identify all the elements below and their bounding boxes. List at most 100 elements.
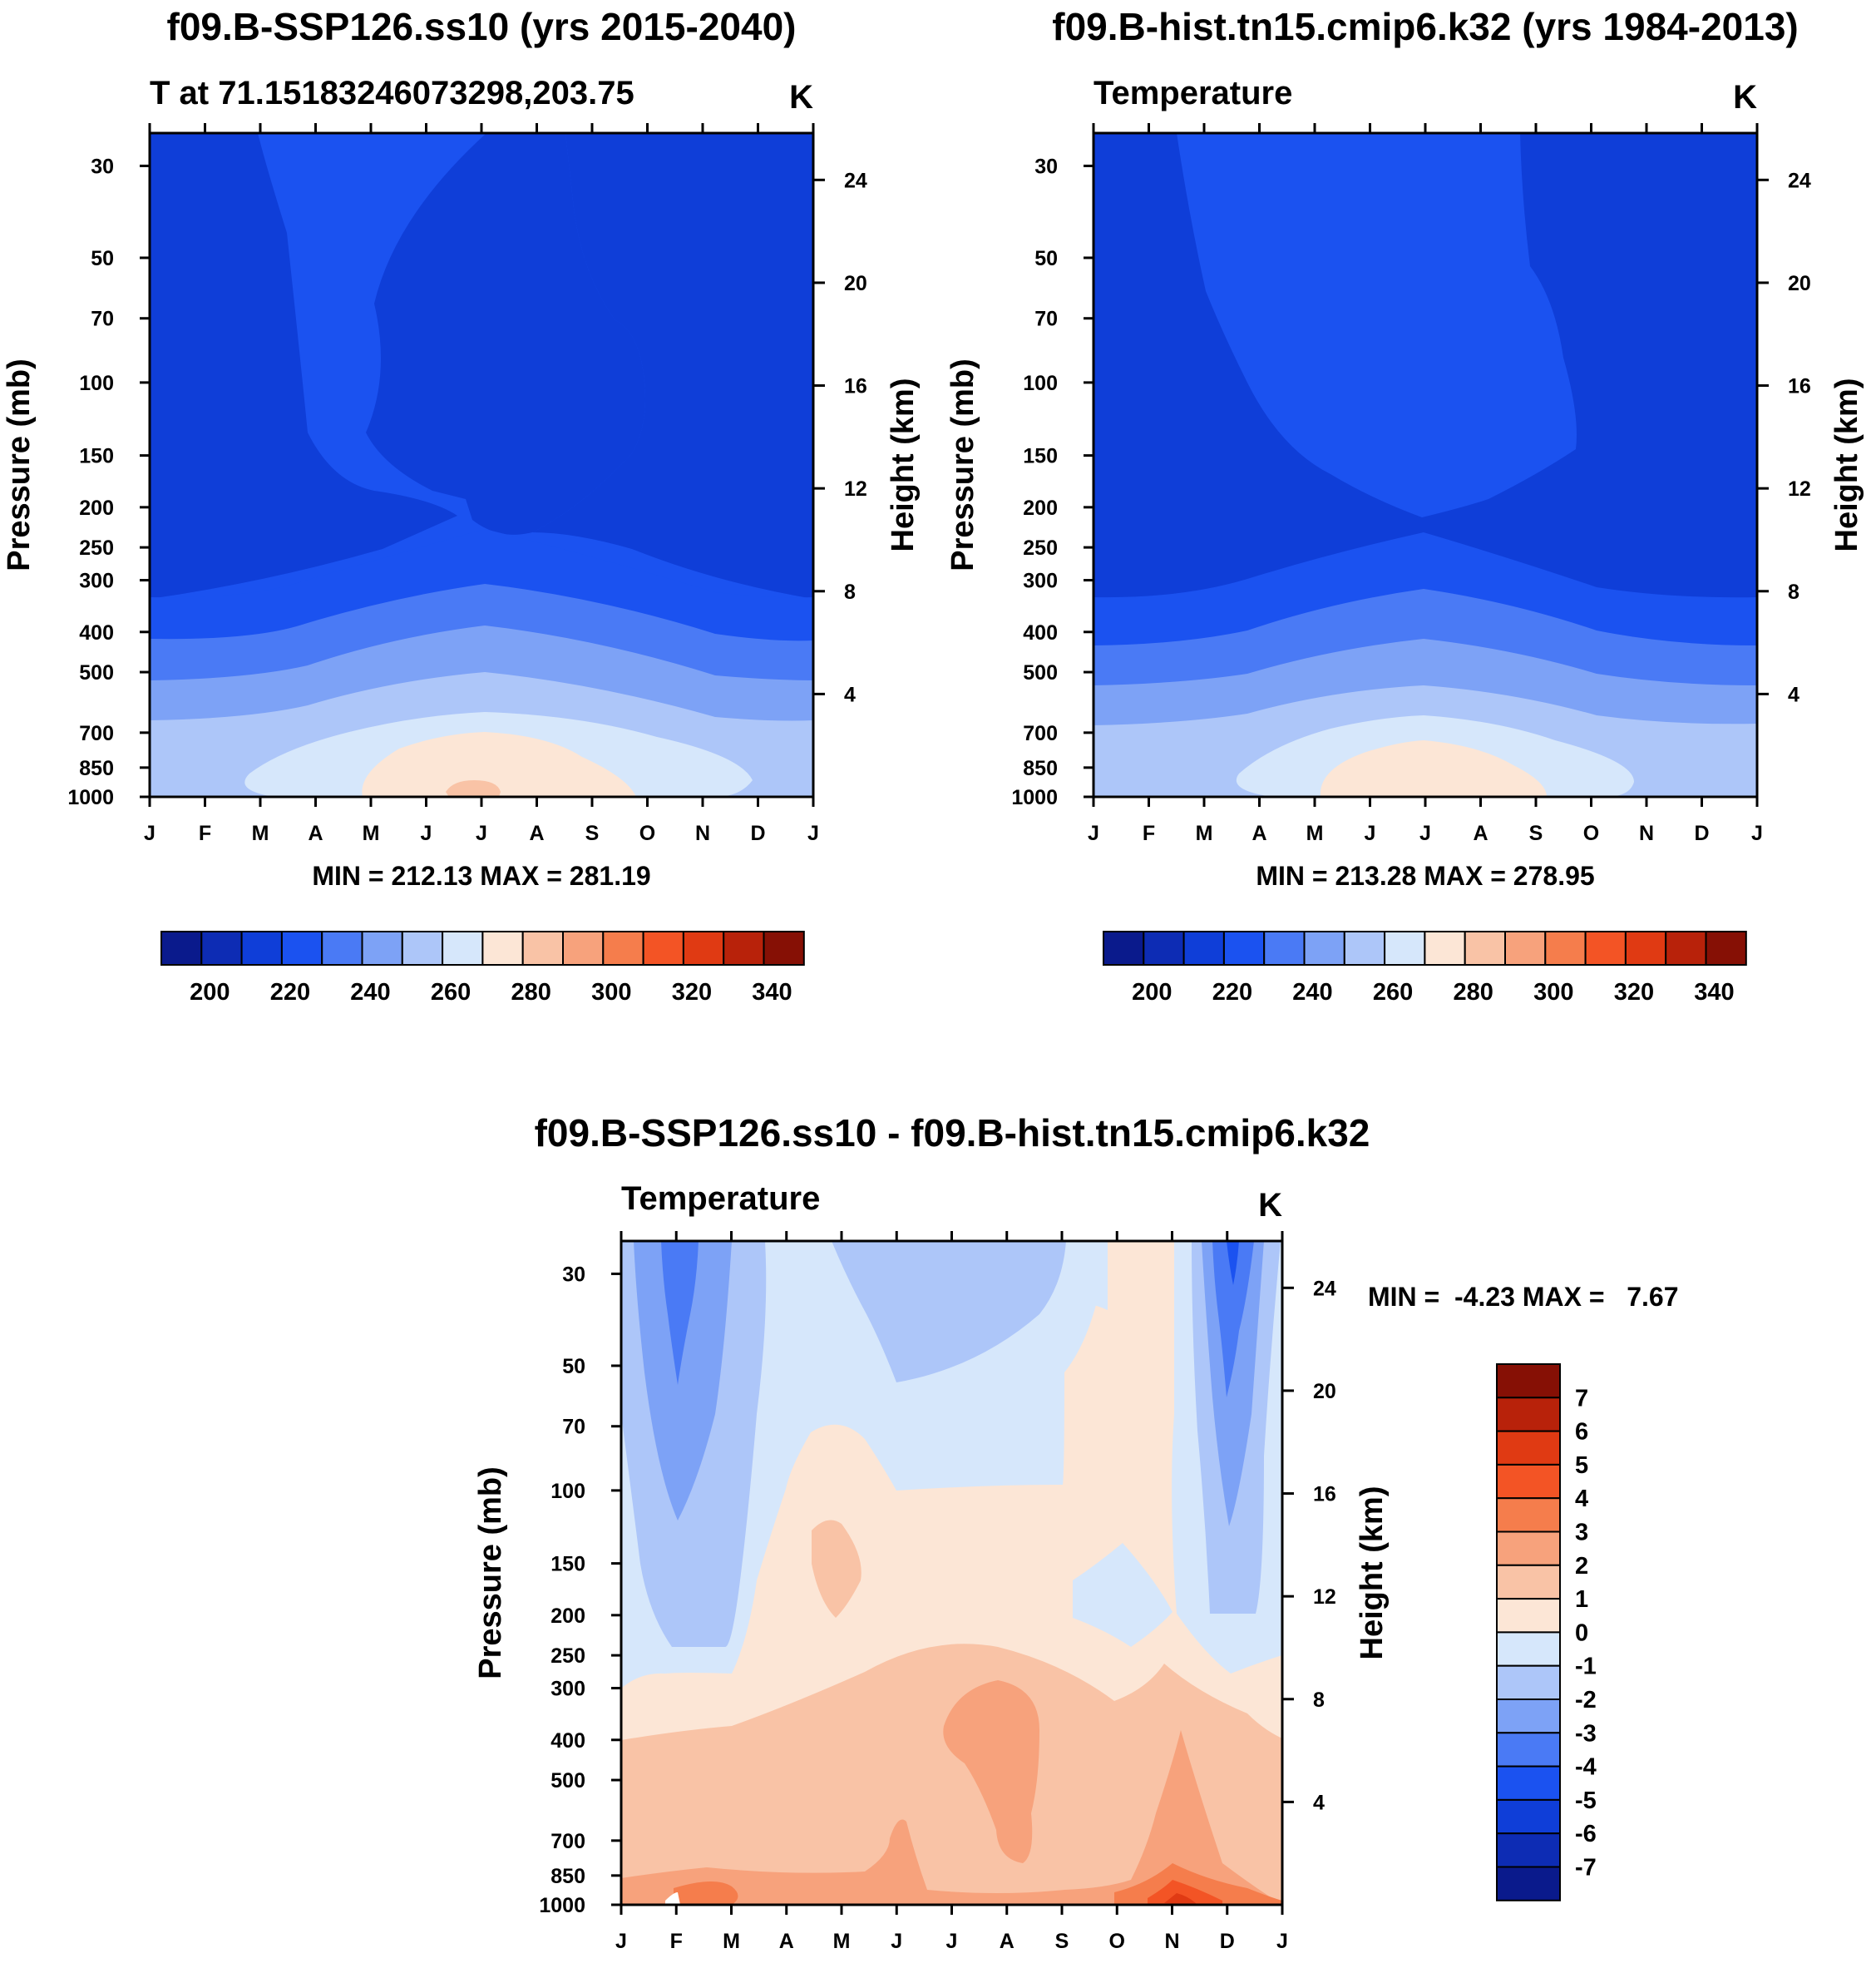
colorbar-swatch: [200, 931, 243, 966]
pressure-tick-label: 700: [550, 1830, 585, 1853]
height-tick-label: 20: [1313, 1380, 1336, 1403]
pressure-tick-label: 250: [550, 1644, 585, 1668]
month-tick-label: M: [1306, 822, 1324, 845]
pressure-tick-label: 150: [550, 1553, 585, 1576]
band-neg1-0-mid: [1073, 1543, 1172, 1647]
pressure-tick-label: 850: [1023, 757, 1058, 780]
colorbar-swatch: [1222, 931, 1266, 966]
month-tick-label: O: [1583, 822, 1599, 845]
colorbar-swatch: [1544, 931, 1587, 966]
contour-fill: [621, 1241, 1282, 1905]
colorbar-swatch: [562, 931, 605, 966]
colorbar-swatch: [1103, 931, 1145, 966]
pressure-tick-label: 850: [79, 757, 114, 780]
pressure-tick-label: 300: [79, 570, 114, 593]
height-tick-label: 20: [1788, 272, 1811, 295]
variable-label: Temperature: [1094, 75, 1292, 111]
colorbar-swatch: [280, 931, 323, 966]
height-tick-label: 16: [1788, 375, 1811, 398]
colorbar-swatch: [1496, 1631, 1561, 1667]
band-270-280: [1320, 740, 1547, 797]
height-axis-label: Height (km): [1355, 1486, 1390, 1660]
colorbar-swatch: [1496, 1598, 1561, 1634]
month-tick-label: M: [1196, 822, 1213, 845]
min-max-label: MIN = -4.23 MAX = 7.67: [1368, 1282, 1678, 1312]
colorbar-tick-label: 320: [672, 979, 712, 1006]
colorbar-swatch: [1496, 1832, 1561, 1868]
colorbar-tick-label: -2: [1575, 1687, 1597, 1713]
pressure-tick-label: 30: [91, 155, 114, 178]
pressure-tick-label: 1000: [67, 786, 114, 809]
colorbar-swatch: [723, 931, 765, 966]
colorbar-swatch: [1496, 1866, 1561, 1901]
panel-title: f09.B-SSP126.ss10 (yrs 2015-2040): [167, 5, 797, 48]
colorbar-swatch: [1496, 1497, 1561, 1533]
variable-label: Temperature: [621, 1180, 820, 1217]
band-220-230: [1177, 133, 1577, 517]
colorbar-swatch: [1705, 931, 1747, 966]
pressure-tick-label: 100: [1023, 372, 1058, 395]
colorbar-swatch: [1504, 931, 1547, 966]
units-label: K: [1733, 79, 1757, 116]
colorbar-swatch: [1496, 1698, 1561, 1734]
band-neg3-neg2-right: [1202, 1241, 1264, 1526]
colorbar-tick-label: 280: [511, 979, 551, 1006]
colorbar-swatch: [1143, 931, 1185, 966]
colorbar-tick-label: 200: [1132, 979, 1172, 1006]
colorbar-swatch: [1665, 931, 1707, 966]
month-tick-label: A: [308, 822, 323, 845]
colorbar-tick-label: -5: [1575, 1787, 1597, 1814]
pressure-tick-label: 50: [1034, 247, 1058, 270]
colorbar-swatch: [1182, 931, 1225, 966]
band-270-280: [362, 732, 636, 797]
pressure-tick-label: 200: [79, 497, 114, 520]
pressure-tick-label: 250: [79, 536, 114, 560]
pressure-tick-label: 100: [79, 372, 114, 395]
month-tick-label: J: [615, 1930, 627, 1953]
panel-difference: f09.B-SSP126.ss10 - f09.B-hist.tn15.cmip…: [473, 1111, 1678, 1953]
pressure-tick-label: 200: [550, 1605, 585, 1628]
colorbar-swatch: [1496, 1765, 1561, 1801]
month-tick-label: O: [1109, 1930, 1125, 1953]
colorbar-swatch: [1496, 1664, 1561, 1700]
colorbar-tick-label: 2: [1575, 1553, 1588, 1580]
pressure-axis-label: Pressure (mb): [473, 1466, 508, 1679]
colorbar: 7 6 5 4 3 2 1 0 -1 -2 -3 -4 -5 -6 -7: [1496, 1363, 1597, 1901]
colorbar-swatch: [160, 931, 203, 966]
colorbar-swatch: [1496, 1530, 1561, 1566]
band-2-3-center: [943, 1680, 1039, 1863]
month-tick-label: J: [946, 1930, 958, 1953]
height-tick-label: 4: [844, 683, 856, 706]
month-tick-label: N: [1639, 822, 1654, 845]
month-tick-label: J: [807, 822, 819, 845]
month-tick-label: M: [833, 1930, 851, 1953]
band-neg2-neg1-top: [832, 1241, 1066, 1382]
colorbar-tick-label: 3: [1575, 1520, 1588, 1546]
pressure-tick-label: 30: [562, 1263, 585, 1286]
colorbar-tick-label: 300: [1533, 979, 1573, 1006]
band-4-5: [1148, 1880, 1222, 1905]
month-tick-label: M: [363, 822, 380, 845]
colorbar-tick-label: 260: [1373, 979, 1413, 1006]
band-neg4-neg3-right: [1212, 1241, 1254, 1397]
month-tick-label: S: [1529, 822, 1543, 845]
height-tick-label: 24: [1313, 1277, 1336, 1300]
colorbar-swatch: [521, 931, 565, 966]
month-tick-label: D: [1220, 1930, 1235, 1953]
colorbar-swatch: [1496, 1732, 1561, 1768]
colorbar-swatch: [1263, 931, 1306, 966]
colorbar-tick-label: 280: [1454, 979, 1493, 1006]
band-5-6: [1164, 1893, 1197, 1905]
pressure-tick-label: 300: [1023, 570, 1058, 593]
colorbar-swatch: [1496, 1564, 1561, 1600]
colorbar-tick-label: 340: [752, 979, 792, 1006]
pressure-tick-label: 500: [79, 661, 114, 685]
month-tick-label: J: [1276, 1930, 1288, 1953]
month-tick-label: J: [1365, 822, 1376, 845]
min-max-label: MIN = 213.28 MAX = 278.95: [1256, 861, 1594, 891]
month-tick-label: J: [891, 1930, 902, 1953]
colorbar-swatch: [763, 931, 805, 966]
month-tick-label: A: [529, 822, 544, 845]
colorbar-swatch: [1584, 931, 1627, 966]
colorbar-tick-label: 240: [1292, 979, 1332, 1006]
